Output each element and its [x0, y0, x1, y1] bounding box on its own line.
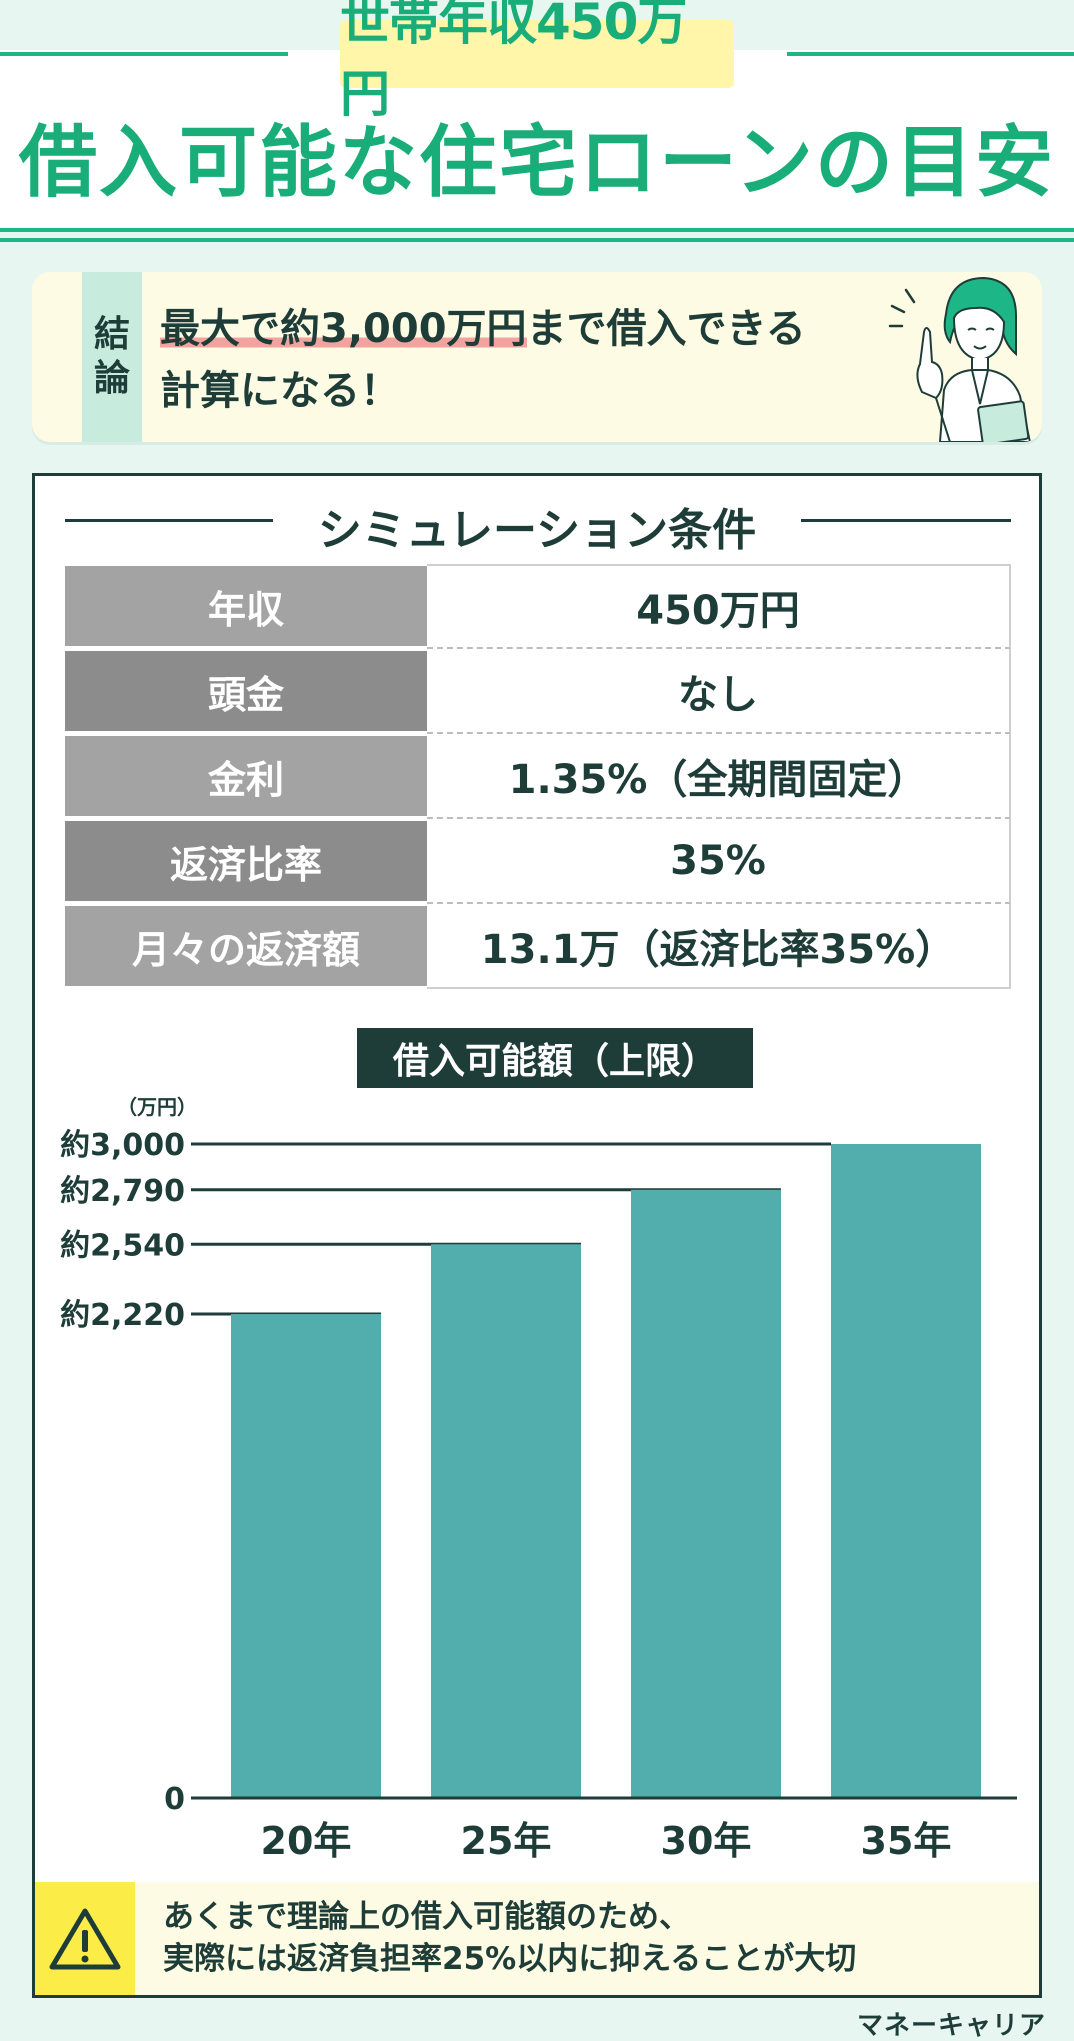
table-row-value: 450万円: [427, 564, 1011, 649]
conclusion-label: 結 論: [82, 272, 142, 442]
table-row-value: 1.35%（全期間固定）: [427, 734, 1011, 819]
chart-title: 借入可能額（上限）: [357, 1028, 753, 1088]
table-row-key: 頭金: [65, 651, 427, 731]
conclusion-text-line2: 計算になる！: [160, 368, 400, 414]
bar-35年: [831, 1144, 981, 1798]
header: 世帯年収450万円 借入可能な住宅ローンの目安: [0, 0, 1074, 245]
sim-title-line-left: [65, 519, 273, 522]
table-row-key: 金利: [65, 736, 427, 816]
warning-text: あくまで理論上の借入可能額のため、 実際には返済負担率25%以内に抑えることが大…: [163, 1896, 856, 1980]
x-tick-label: 25年: [461, 1819, 552, 1863]
bar-chart: （万円） 約3,000 約2,790 約2,540 約2,220 0 20年 25年 30年 35…: [60, 1095, 1017, 1863]
table-row-key: 年収: [65, 566, 427, 646]
sim-title-line-right: [801, 519, 1011, 522]
y-axis-unit-label: （万円）: [117, 1095, 197, 1119]
y-tick-label: 0: [164, 1782, 185, 1817]
table-row-key: 月々の返済額: [65, 906, 427, 986]
conclusion-label-char-1: 結: [93, 314, 130, 355]
y-tick-label: 約3,000: [60, 1128, 185, 1163]
table-row: 月々の返済額 13.1万（返済比率35%）: [65, 904, 1011, 989]
table-row: 頭金 なし: [65, 649, 1011, 734]
bar-30年: [631, 1189, 781, 1798]
header-line-left: [0, 52, 288, 56]
bar-20年: [231, 1314, 381, 1798]
y-tick-label: 約2,540: [60, 1228, 185, 1263]
warning-box: あくまで理論上の借入可能額のため、 実際には返済負担率25%以内に抑えることが大…: [35, 1882, 1039, 1995]
income-badge-text: 世帯年収450万円: [340, 0, 687, 123]
brand-logo-text: マネーキャリア: [856, 2011, 1046, 2041]
x-tick-label: 35年: [861, 1819, 952, 1863]
bar-25年: [431, 1244, 581, 1798]
conclusion-label-char-2: 論: [93, 358, 130, 399]
warning-text-line2: 実際には返済負担率25%以内に抑えることが大切: [163, 1941, 857, 1977]
table-row-value: 35%: [427, 819, 1011, 904]
warning-icon-box: [35, 1882, 135, 1995]
table-row-value: なし: [427, 649, 1011, 734]
page-title: 借入可能な住宅ローンの目安: [18, 118, 1056, 208]
table-row: 年収 450万円: [65, 564, 1011, 649]
table-row: 金利 1.35%（全期間固定）: [65, 734, 1011, 819]
table-row-key: 返済比率: [65, 821, 427, 901]
conclusion-text-line1: まで借入できる: [526, 306, 806, 352]
simulation-title: シミュレーション条件: [317, 505, 757, 556]
conclusion-highlight: 最大で約3,000万円: [160, 306, 527, 352]
income-badge: 世帯年収450万円: [340, 0, 734, 123]
simulation-panel: シミュレーション条件 年収 450万円 頭金 なし 金利 1.35%（全期間固定…: [32, 473, 1042, 1998]
table-row-value: 13.1万（返済比率35%）: [427, 904, 1011, 989]
y-tick-label: 約2,220: [60, 1298, 185, 1333]
x-tick-label: 20年: [261, 1819, 352, 1863]
y-tick-label: 約2,790: [60, 1174, 185, 1209]
conclusion-box: 結 論 最大で約3,000万円まで借入できる 計算になる！: [32, 272, 1042, 442]
conditions-table: 年収 450万円 頭金 なし 金利 1.35%（全期間固定） 返済比率 35% …: [65, 564, 1011, 989]
advisor-illustration: [888, 276, 1032, 442]
header-line-bottom-1: [0, 228, 1074, 232]
warning-text-line1: あくまで理論上の借入可能額のため、: [163, 1899, 690, 1935]
conclusion-text: 最大で約3,000万円まで借入できる 計算になる！: [160, 298, 806, 422]
warning-icon: [49, 1908, 121, 1969]
header-line-bottom-2: [0, 238, 1074, 242]
table-row: 返済比率 35%: [65, 819, 1011, 904]
header-line-right: [787, 52, 1074, 56]
x-tick-label: 30年: [661, 1819, 752, 1863]
